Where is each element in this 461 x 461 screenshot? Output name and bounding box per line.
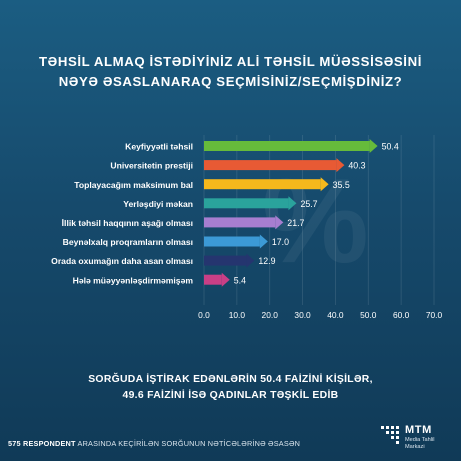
data-label: 50.4 bbox=[382, 142, 399, 152]
bar-arrow-tip bbox=[336, 158, 345, 173]
footnote-line-2: 49.6 FAİZİNİ İSƏ QADINLAR TƏŞKİL EDİB bbox=[122, 390, 339, 401]
category-label: Universitetin prestiji bbox=[110, 161, 193, 171]
bar bbox=[204, 236, 260, 247]
source-note: 575 RESPONDENT ARASINDA KEÇİRİLƏN SORĞUN… bbox=[8, 439, 300, 448]
data-label: 12.9 bbox=[258, 256, 275, 266]
x-tick-label: 40.0 bbox=[327, 310, 344, 320]
x-axis-ticks: 0.0 10.0 20.0 30.0 40.0 50.0 60.0 70.0 bbox=[198, 310, 442, 320]
bar-arrow-tip bbox=[369, 139, 378, 153]
bar bbox=[204, 217, 276, 228]
x-tick-label: 30.0 bbox=[294, 310, 311, 320]
category-label: Orada oxumağın daha asan olması bbox=[51, 256, 193, 266]
x-tick-label: 20.0 bbox=[262, 310, 279, 320]
x-tick-label: 70.0 bbox=[426, 310, 443, 320]
data-label: 40.3 bbox=[348, 161, 365, 171]
data-label: 17.0 bbox=[272, 237, 289, 247]
category-label: Hələ müəyyənləşdirməmişəm bbox=[73, 275, 194, 285]
source-note-text: ARASINDA KEÇİRİLƏN SORĞUNUN NƏTİCƏLƏRİNƏ… bbox=[77, 439, 301, 448]
logo-subtitle-line-1: Media Tahlil bbox=[405, 437, 435, 443]
category-label: Yerləşdiyi məkan bbox=[123, 199, 193, 209]
x-tick-label: 60.0 bbox=[393, 310, 410, 320]
bar-arrow-tip bbox=[246, 253, 255, 268]
respondent-count: 575 RESPONDENT bbox=[8, 439, 76, 448]
title-line-2: NƏYƏ ƏSASLANARAQ SEÇMİSİNİZ/SEÇMİŞDİNİZ? bbox=[58, 74, 403, 89]
logo-subtitle-line-2: Markazi bbox=[405, 443, 425, 450]
bar-arrow-tip bbox=[221, 272, 230, 287]
bar bbox=[204, 255, 247, 266]
logo-name: MTM bbox=[405, 424, 432, 436]
title-line-1: TƏHSİL ALMAQ İSTƏDİYİNİZ ALİ TƏHSİL MÜƏS… bbox=[39, 54, 422, 69]
bar-arrow-tip bbox=[275, 215, 284, 230]
data-label: 35.5 bbox=[333, 180, 350, 190]
logo-subtitle: Media Tahlil Markazi bbox=[405, 437, 455, 450]
category-label: İllik təhsil haqqının aşağı olması bbox=[62, 218, 193, 228]
category-label: Keyfiyyətli təhsil bbox=[125, 142, 193, 152]
bar-arrow-tip bbox=[259, 234, 268, 249]
category-label: Beynəlxalq proqramların olması bbox=[63, 237, 193, 247]
footnote-line-1: SORĞUDA İŞTİRAK EDƏNLƏRİN 50.4 FAİZİNİ K… bbox=[88, 374, 373, 385]
category-label: Toplayacağım maksimum bal bbox=[74, 180, 193, 190]
chart-title: TƏHSİL ALMAQ İSTƏDİYİNİZ ALİ TƏHSİL MÜƏS… bbox=[0, 52, 461, 92]
x-tick-label: 10.0 bbox=[229, 310, 246, 320]
bar bbox=[204, 274, 222, 285]
bar bbox=[204, 179, 321, 190]
bar-arrow-tip bbox=[288, 196, 297, 211]
x-tick-label: 50.0 bbox=[360, 310, 377, 320]
mtm-logo: MTM Media Tahlil Markazi bbox=[381, 423, 456, 453]
bar bbox=[204, 160, 337, 171]
data-label: 21.7 bbox=[287, 218, 304, 228]
data-label: 25.7 bbox=[300, 199, 317, 209]
bar bbox=[204, 198, 289, 209]
chart-bars: Keyfiyyətli təhsil 50.4 Universitetin pres… bbox=[51, 139, 399, 287]
bar-arrow-tip bbox=[320, 177, 329, 192]
x-tick-label: 0.0 bbox=[198, 310, 210, 320]
logo-mark-icon bbox=[381, 426, 399, 444]
survey-footnote: SORĞUDA İŞTİRAK EDƏNLƏRİN 50.4 FAİZİNİ K… bbox=[0, 372, 461, 404]
bar bbox=[204, 141, 370, 151]
data-label: 5.4 bbox=[234, 275, 246, 285]
